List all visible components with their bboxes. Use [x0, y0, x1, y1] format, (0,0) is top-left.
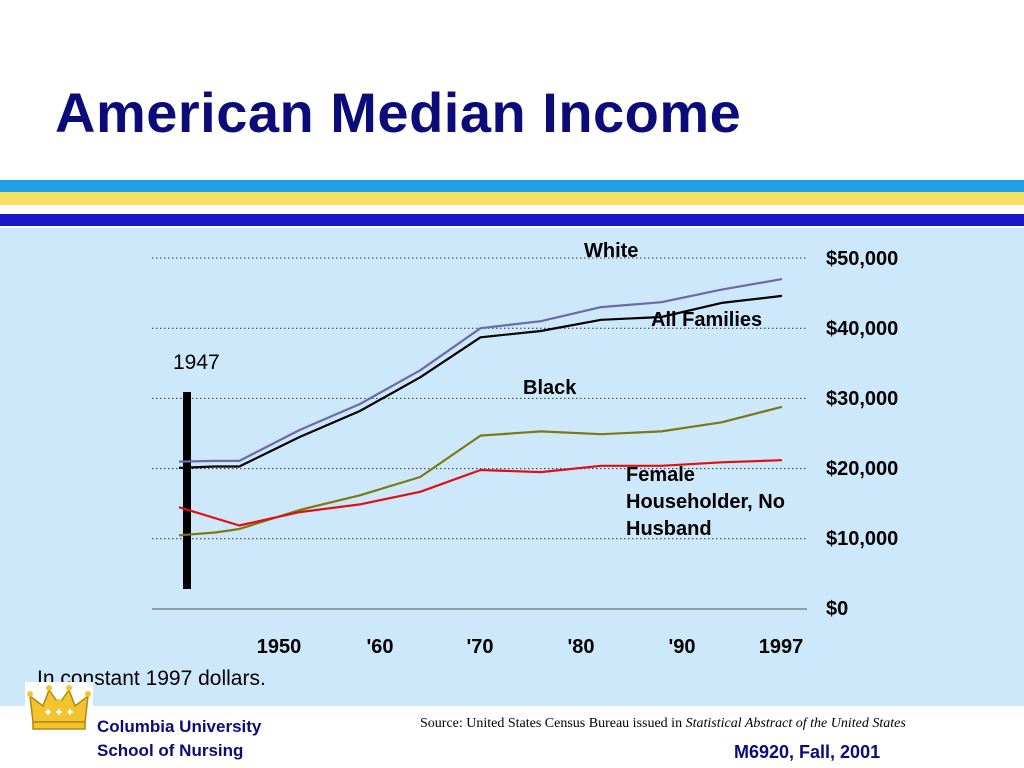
series-label-all-families: All Families — [651, 309, 763, 331]
series-line-black — [178, 405, 783, 537]
y-tick-label: $20,000 — [826, 458, 899, 480]
y-tick-label: $50,000 — [826, 248, 899, 270]
source-prefix: Source: United States Census Bureau issu… — [420, 716, 686, 731]
source-citation: Source: United States Census Bureau issu… — [420, 716, 906, 732]
x-tick-label: '70 — [466, 636, 494, 658]
x-tick-label: '90 — [668, 636, 696, 658]
constant-dollars-note: In constant 1997 dollars. — [37, 667, 266, 690]
y-tick-label: $10,000 — [826, 528, 899, 550]
series-line-all-families — [178, 294, 783, 469]
series-line-female-householder-no-husband — [178, 459, 783, 527]
header-stripe-sky — [0, 180, 1024, 192]
header-stripe-yellow — [0, 192, 1024, 205]
y-tick-label: $30,000 — [826, 388, 899, 410]
series-label-white: White — [584, 240, 639, 262]
series-label-black: Black — [523, 377, 577, 399]
series-line-white — [178, 278, 783, 463]
x-tick-label: 1997 — [758, 636, 804, 658]
crown-logo-icon — [25, 682, 93, 734]
header-stripe-navy — [0, 214, 1024, 226]
x-tick-label: '80 — [567, 636, 595, 658]
series-label-female-text: Female Householder, No Husband — [626, 464, 785, 540]
source-title: Statistical Abstract of the United State… — [685, 716, 906, 731]
chart-panel — [0, 228, 1024, 706]
x-tick-label: '60 — [366, 636, 394, 658]
series-label-female-householder: Female Householder, No Husband — [626, 462, 796, 543]
x-tick-label: 1950 — [256, 636, 302, 658]
slide-title: American Median Income — [55, 81, 742, 144]
footer-area — [0, 706, 1024, 768]
y-tick-label: $40,000 — [826, 318, 899, 340]
institution-line-1: Columbia University — [97, 717, 262, 736]
year-1947-label: 1947 — [173, 351, 220, 374]
course-code: M6920, Fall, 2001 — [734, 742, 881, 762]
y-tick-label: $0 — [826, 598, 849, 620]
institution-line-2: School of Nursing — [97, 741, 244, 760]
